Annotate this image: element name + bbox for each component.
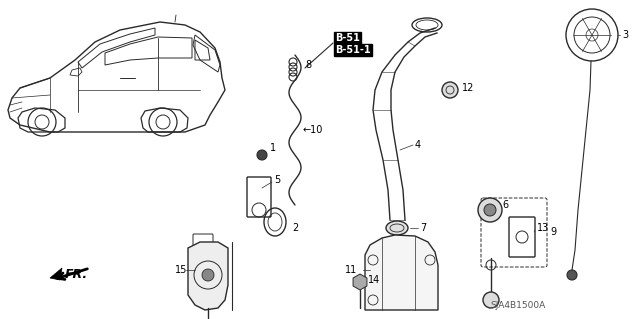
Text: 4: 4: [415, 140, 421, 150]
Text: 12: 12: [462, 83, 474, 93]
Text: B-51: B-51: [335, 33, 360, 43]
Text: 14: 14: [368, 275, 380, 285]
Text: 6: 6: [502, 200, 508, 210]
Text: FR.: FR.: [65, 269, 88, 281]
Circle shape: [483, 292, 499, 308]
Text: 9: 9: [550, 227, 556, 237]
Polygon shape: [365, 235, 438, 310]
Text: 1: 1: [270, 143, 276, 153]
Text: 3: 3: [622, 30, 628, 40]
Text: 8: 8: [305, 60, 311, 70]
Text: 15: 15: [175, 265, 188, 275]
Text: B-51-1: B-51-1: [335, 45, 371, 55]
Circle shape: [442, 82, 458, 98]
Circle shape: [484, 204, 496, 216]
Text: 13: 13: [537, 223, 549, 233]
Circle shape: [257, 150, 267, 160]
Text: B-51: B-51: [335, 33, 360, 43]
Text: 2: 2: [292, 223, 298, 233]
Text: SJA4B1500A: SJA4B1500A: [490, 300, 545, 309]
Text: B-51-1: B-51-1: [335, 45, 371, 55]
Polygon shape: [188, 242, 228, 310]
Circle shape: [202, 269, 214, 281]
Polygon shape: [50, 268, 62, 280]
Circle shape: [478, 198, 502, 222]
Text: ←10: ←10: [303, 125, 323, 135]
Text: 7: 7: [420, 223, 426, 233]
Text: 11: 11: [345, 265, 357, 275]
Text: 5: 5: [274, 175, 280, 185]
Circle shape: [567, 270, 577, 280]
Ellipse shape: [386, 221, 408, 235]
Polygon shape: [353, 274, 367, 290]
